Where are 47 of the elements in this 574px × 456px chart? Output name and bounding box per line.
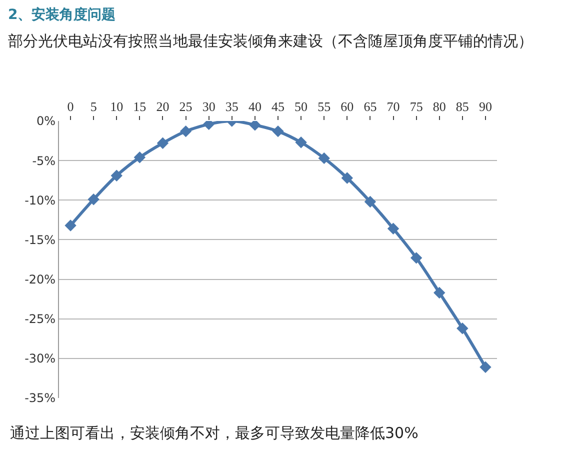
y-tick-label: -15%: [24, 232, 56, 247]
text: 通过上图可看出，安装倾角不对，最多可导致发电量降低30%: [10, 424, 418, 442]
x-tick-label: 65: [364, 98, 377, 114]
x-tick-label: 75: [410, 98, 423, 114]
x-tick-label: 10: [110, 98, 124, 114]
x-tick-label: 90: [478, 98, 492, 114]
y-tick-label: 0%: [36, 114, 56, 128]
y-tick-label: -20%: [24, 272, 56, 286]
y-tick-label: -30%: [24, 352, 56, 366]
chart-title: 2、安装角度问题: [8, 6, 116, 23]
y-tick-label: -5%: [32, 154, 56, 168]
chart-subtitle: 部分光伏电站没有按照当地最佳安装倾角来建设（不含随屋顶角度平铺的情况）: [8, 32, 533, 50]
point: [249, 121, 261, 131]
point: [364, 196, 376, 208]
x-tick-label: 60: [340, 98, 354, 114]
point: [88, 194, 100, 206]
y-tick-label: -35%: [24, 391, 56, 406]
x-tick-label: 0: [67, 98, 74, 114]
x-tick-label: 50: [294, 98, 308, 114]
x-tick-label: 25: [179, 98, 192, 114]
x-tick-label: 70: [386, 98, 400, 114]
x-tick-label: 80: [432, 98, 446, 114]
point: [456, 322, 468, 334]
y-tick-label: -25%: [24, 312, 56, 326]
point: [341, 172, 354, 184]
x-tick-label: 5: [90, 98, 97, 114]
point: [410, 252, 422, 264]
point: [434, 286, 446, 299]
point: [480, 361, 492, 373]
point: [64, 220, 76, 232]
point: [110, 170, 122, 182]
x-tick-label: 55: [318, 98, 331, 114]
point: [180, 125, 192, 138]
x-tick-label: 40: [248, 98, 262, 114]
point: [387, 222, 400, 234]
x-tick-label: 85: [456, 98, 469, 114]
point: [318, 152, 330, 164]
point: [134, 152, 146, 164]
point: [272, 125, 284, 138]
point: [156, 137, 169, 150]
x-tick-label: 20: [156, 98, 170, 114]
x-tick-label: 15: [133, 98, 146, 114]
x-tick-label: 30: [202, 98, 216, 114]
point: [295, 136, 307, 148]
x-tick-label: 35: [225, 98, 238, 114]
x-tick-label: 45: [272, 98, 284, 114]
y-tick-label: -10%: [24, 193, 56, 208]
